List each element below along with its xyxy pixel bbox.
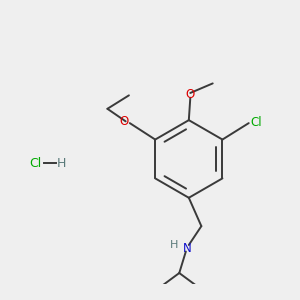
Text: H: H xyxy=(170,240,179,250)
Text: Cl: Cl xyxy=(29,157,41,170)
Text: H: H xyxy=(57,157,67,170)
Text: O: O xyxy=(186,88,195,101)
Text: Cl: Cl xyxy=(251,116,262,129)
Text: O: O xyxy=(120,116,129,128)
Text: N: N xyxy=(183,242,192,255)
